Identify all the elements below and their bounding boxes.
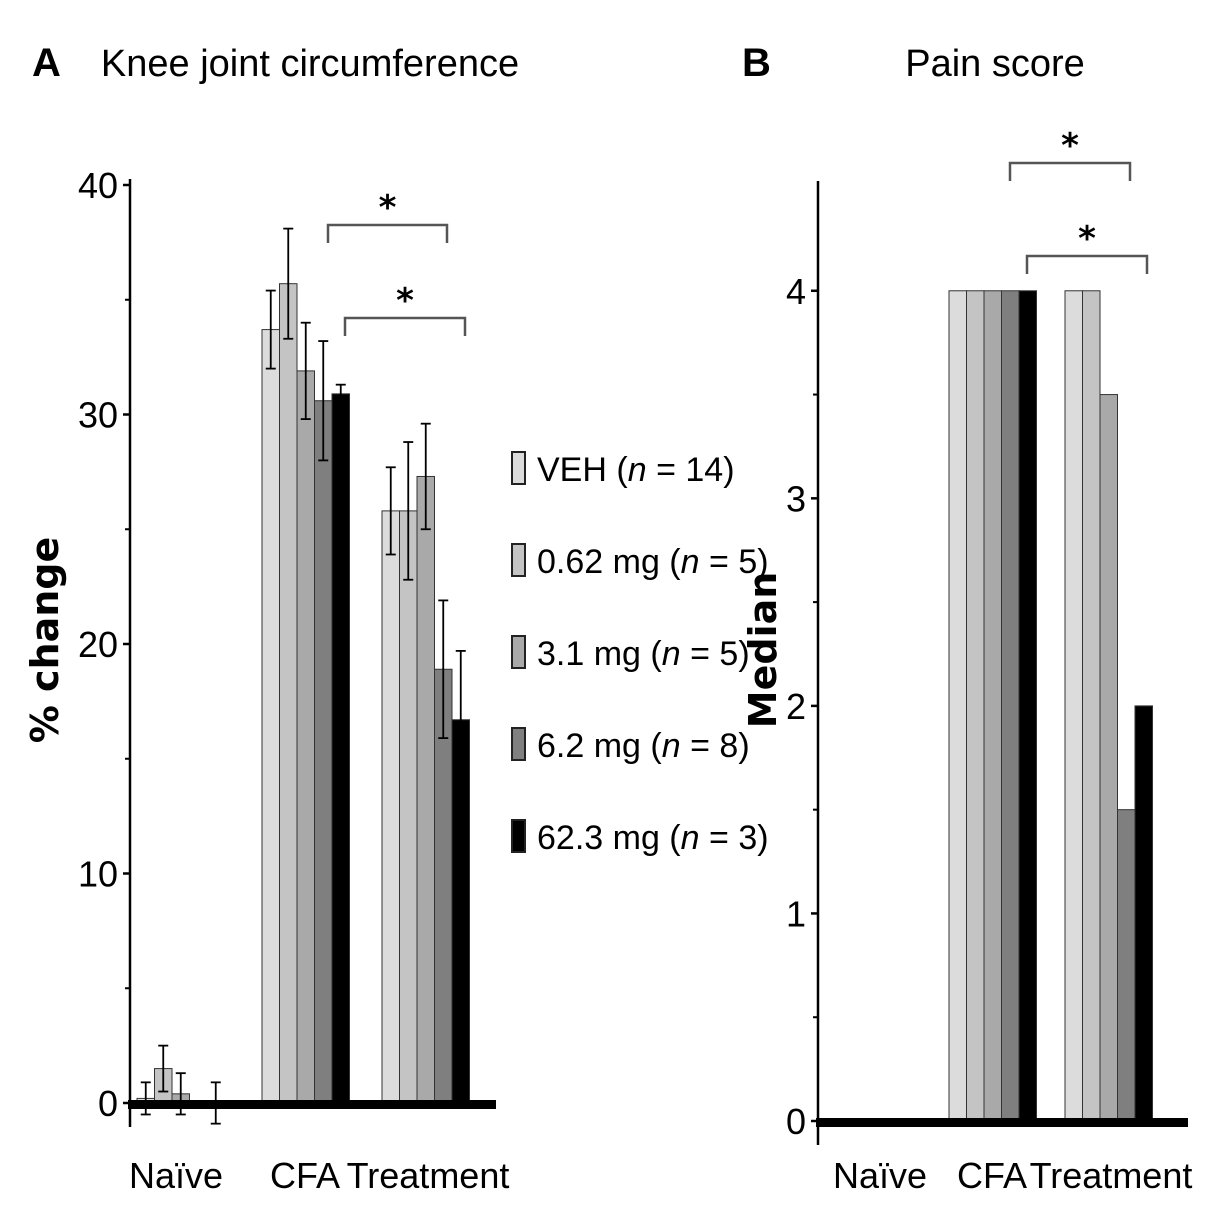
panel-a-significance-star: * [379,188,397,228]
panel-b-y-tick-label: 3 [786,478,806,519]
panel-b-plot: 0 1 2 3 4 Naïve CFA Treatment * * [786,126,1192,1196]
panel-a-y-tick-label: 30 [78,395,118,436]
panel-a-bar [416,475,435,1104]
legend-swatch [511,727,526,761]
panel-b-letter: B [742,41,771,85]
legend-paren-close: ) [723,451,734,489]
legend-equals: = [681,727,720,765]
legend-equals: = [700,543,739,581]
panel-a-y-tick-label: 40 [78,165,118,206]
legend-n-value: 14 [685,451,723,489]
panel-b-significance-bracket [1025,254,1149,274]
panel-b-category-label: Naïve [833,1155,927,1196]
panel-a-category-label: CFA [270,1155,340,1196]
legend-series-name: 6.2 mg [537,727,641,765]
panel-b-significance-star: * [1061,126,1079,166]
panel-b-baseline [816,1118,1188,1127]
legend-n-label: n [681,819,700,857]
panel-a-plot: 0 10 20 30 40 Naïve CFA Treatment * * [78,165,509,1196]
panel-b-bar [1064,290,1083,1122]
panel-a-baseline [128,1100,496,1109]
panel-b-significance-bracket [1008,161,1132,181]
panel-b-significance-star: * [1078,219,1096,259]
panel-a-bar [279,283,298,1104]
panel-b-bar [1117,809,1136,1122]
panel-b-bar [1134,705,1153,1122]
panel-b-y-tick-label: 2 [786,686,806,727]
panel-a-bar [296,370,315,1104]
panel-b-category-label: Treatment [1030,1155,1193,1196]
panel-b-y-tick-label: 0 [786,1101,806,1142]
legend-paren-close: ) [757,819,768,857]
legend-paren-open: ( [641,635,662,673]
panel-b-bar [1001,290,1020,1122]
legend-n-label: n [681,543,700,581]
legend-series-name: 3.1 mg [537,635,641,673]
panel-b-y-tick-label: 1 [786,893,806,934]
legend-paren-close: ) [738,727,749,765]
panel-b-title: Pain score [905,43,1085,85]
legend-entry: 0.62 mg (n = 5) [537,543,769,581]
legend-swatch [511,451,526,485]
panel-b-bar [1018,290,1037,1122]
legend-n-label: n [628,451,647,489]
panel-b-bar [1082,290,1101,1122]
legend-equals: = [681,635,720,673]
legend-n-value: 5 [738,543,757,581]
legend-swatch [511,819,526,853]
legend-paren-close: ) [757,543,768,581]
legend-equals: = [647,451,686,489]
legend-n-value: 3 [738,819,757,857]
panel-a-y-tick-label: 0 [98,1083,118,1124]
legend-paren-close: ) [738,635,749,673]
legend-entry: 62.3 mg (n = 3) [537,819,769,857]
panel-a-category-label: Treatment [347,1155,510,1196]
panel-a-bar [381,510,400,1104]
legend-series-name: 0.62 mg [537,543,660,581]
panel-b-y-tick-label: 4 [786,271,806,312]
panel-a-letter: A [32,41,61,85]
panel-a-significance-bracket [343,316,467,336]
panel-b-bar [983,290,1002,1122]
legend-n-value: 8 [719,727,738,765]
legend-n-label: n [662,635,681,673]
panel-a-significance-bracket [326,223,449,243]
legend-swatch [511,635,526,669]
panel-a-ylabel: % change [23,537,67,744]
panel-a-bar [314,400,333,1104]
panel-a-significance-star: * [396,281,414,321]
legend-paren-open: ( [660,819,681,857]
panel-a-category-label: Naïve [129,1155,223,1196]
legend-equals: = [700,819,739,857]
panel-a-bar [261,329,280,1104]
panel-a-y-tick-label: 10 [78,854,118,895]
legend-entry: VEH (n = 14) [537,451,735,489]
panel-a-bar [399,510,418,1104]
legend-swatch [511,543,526,577]
legend-n-label: n [662,727,681,765]
legend-n-value: 5 [719,635,738,673]
legend: VEH (n = 14)0.62 mg (n = 5)3.1 mg (n = 5… [511,451,769,857]
legend-series-name: VEH [537,451,607,489]
panel-b-bar [948,290,967,1122]
panel-b-bar [966,290,985,1122]
panel-a-y-tick-label: 20 [78,624,118,665]
legend-paren-open: ( [660,543,681,581]
legend-paren-open: ( [641,727,662,765]
legend-entry: 3.1 mg (n = 5) [537,635,750,673]
panel-b-bar [1099,394,1118,1122]
legend-series-name: 62.3 mg [537,819,660,857]
legend-entry: 6.2 mg (n = 8) [537,727,750,765]
panel-b-ylabel: Median [741,572,785,729]
panel-b-category-label: CFA [957,1155,1027,1196]
panel-a-bar [331,393,350,1104]
legend-paren-open: ( [607,451,628,489]
panel-a-title: Knee joint circumference [101,43,519,85]
